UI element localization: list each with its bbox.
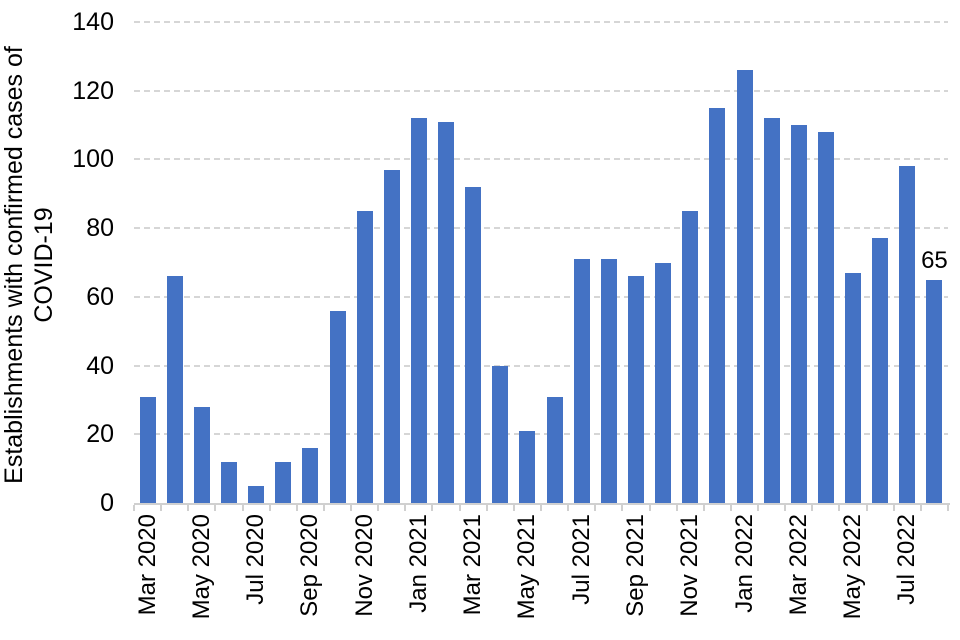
bar-nov-2020 <box>356 210 373 503</box>
bar-mar-2020 <box>139 396 156 503</box>
x-axis-line <box>134 503 950 505</box>
x-tick <box>729 505 732 511</box>
x-tick <box>919 505 922 511</box>
x-tick <box>214 505 217 511</box>
bar-apr-2022 <box>817 131 834 503</box>
x-tick <box>485 505 488 511</box>
x-tick <box>784 505 787 511</box>
bar-may-2020 <box>193 406 210 503</box>
bar-oct-2020 <box>329 310 346 503</box>
y-tick-label: 60 <box>86 282 114 311</box>
x-tick <box>757 505 760 511</box>
y-tick-label: 20 <box>86 420 114 449</box>
x-tick <box>648 505 651 511</box>
bar-jun-2020 <box>220 461 237 503</box>
x-tick <box>675 505 678 511</box>
bar-feb-2021 <box>438 121 455 503</box>
x-tick <box>567 505 570 511</box>
x-tick <box>160 505 163 511</box>
bar-jun-2022 <box>872 238 889 503</box>
plot-area <box>134 21 948 503</box>
bar-mar-2021 <box>465 186 482 503</box>
x-tick <box>241 505 244 511</box>
bar-jul-2022 <box>899 166 916 503</box>
bar-may-2022 <box>845 272 862 503</box>
x-tick <box>838 505 841 511</box>
x-tick <box>350 505 353 511</box>
bar-jan-2022 <box>736 70 753 503</box>
x-tick <box>404 505 407 511</box>
gridline <box>134 227 948 230</box>
bar-jul-2021 <box>573 259 590 503</box>
y-tick-label: 140 <box>72 8 114 36</box>
y-tick-label: 120 <box>72 76 114 105</box>
x-tick <box>431 505 434 511</box>
x-tick <box>458 505 461 511</box>
bar-apr-2020 <box>166 276 183 503</box>
bar-feb-2022 <box>763 118 780 503</box>
x-tick <box>133 505 135 511</box>
x-tick <box>892 505 895 511</box>
bar-dec-2020 <box>383 169 400 503</box>
bar-aug-2020 <box>275 461 292 503</box>
x-tick <box>295 505 298 511</box>
bar-jan-2021 <box>410 118 427 503</box>
bar-oct-2021 <box>655 262 672 503</box>
x-tick <box>540 505 542 511</box>
gridline <box>134 21 948 24</box>
bar-mar-2022 <box>790 125 807 503</box>
bar-jun-2021 <box>546 396 563 503</box>
y-tick-label: 100 <box>72 145 114 174</box>
x-tick <box>594 505 597 511</box>
x-tick <box>811 505 814 511</box>
x-tick <box>322 505 325 511</box>
data-label: 65 <box>921 246 948 274</box>
bar-may-2021 <box>519 430 536 503</box>
x-tick <box>187 505 190 511</box>
y-tick-label: 40 <box>86 351 114 380</box>
x-tick <box>947 505 949 511</box>
x-tick <box>702 505 705 511</box>
gridline <box>134 364 948 367</box>
bar-jul-2020 <box>248 485 265 503</box>
bar-sep-2020 <box>302 448 319 503</box>
bar-apr-2021 <box>492 365 509 503</box>
gridline <box>134 89 948 92</box>
gridline <box>134 295 948 298</box>
gridline <box>134 433 948 436</box>
x-tick <box>512 505 515 511</box>
y-tick-label: 80 <box>86 214 114 243</box>
bar-aug-2021 <box>600 259 617 503</box>
bar-sep-2021 <box>627 276 644 503</box>
gridline <box>134 158 948 161</box>
y-tick-label: 0 <box>100 489 114 517</box>
bar-aug-2022 <box>926 279 943 503</box>
x-tick <box>268 505 271 511</box>
bar-nov-2021 <box>682 210 699 503</box>
x-tick <box>865 505 868 511</box>
bar-dec-2021 <box>709 107 726 503</box>
y-axis-title-line-1: Establishments with confirmed cases of <box>0 46 28 484</box>
x-tick <box>621 505 624 511</box>
x-tick <box>377 505 380 511</box>
